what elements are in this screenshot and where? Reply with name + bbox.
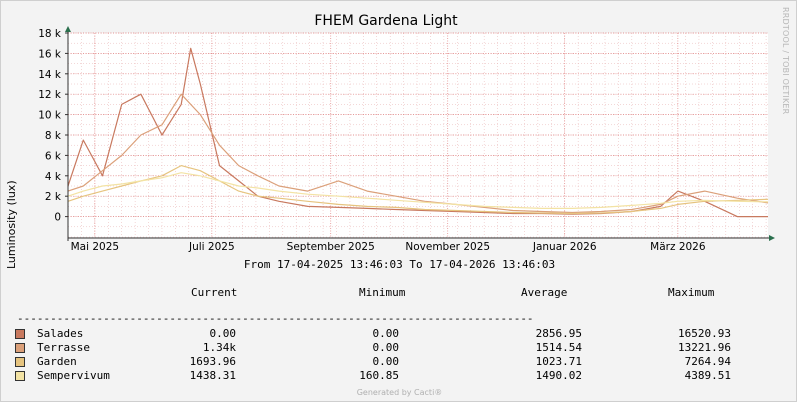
y-tick-label: 8 k [45, 130, 62, 142]
rrdtool-watermark: RRDTOOL / TOBI OETIKER [781, 7, 790, 115]
time-range-text: From 17-04-2025 13:46:03 To 17-04-2026 1… [243, 258, 556, 271]
legend-value-current: 0.00 [209, 327, 237, 340]
legend-value-average: 1514.54 [535, 341, 582, 354]
legend-row-sempervivum: Sempervivum 1438.31 160.85 1490.02 4389.51 [15, 369, 775, 383]
y-tick-label: 18 k [38, 28, 62, 40]
y-tick-label: 4 k [45, 171, 62, 183]
series-line-garden [67, 165, 769, 215]
legend-value-maximum: 16520.93 [678, 327, 731, 340]
legend-swatch [15, 357, 25, 367]
legend-value-average: 1490.02 [535, 369, 582, 382]
legend-separator: ----------------------------------------… [17, 312, 534, 325]
x-tick-label: September 2025 [287, 241, 375, 253]
legend-value-current: 1.34k [202, 341, 236, 354]
chart-plot: Mai 2025 Juli 2025 September 2025 November … [38, 26, 775, 253]
legend-series-name: Garden [37, 355, 77, 368]
legend-series-name: Terrasse [37, 341, 90, 354]
legend-value-minimum: 0.00 [372, 355, 400, 368]
legend-header-average: Average [521, 286, 568, 299]
legend-header-maximum: Maximum [668, 286, 715, 299]
series-line-terrasse [67, 93, 769, 214]
legend-value-maximum: 4389.51 [684, 369, 731, 382]
legend-row-garden: Garden 1693.96 0.00 1023.71 7264.94 [15, 355, 775, 369]
y-tick-label: 10 k [38, 110, 62, 122]
legend-row-terrasse: Terrasse 1.34k 0.00 1514.54 13221.96 [15, 341, 775, 355]
legend-value-minimum: 0.00 [372, 327, 400, 340]
legend-value-current: 1438.31 [189, 369, 236, 382]
x-tick-label: Januar 2026 [532, 241, 597, 253]
x-tick-label: März 2026 [650, 241, 706, 253]
legend-series-name: Sempervivum [37, 369, 110, 382]
generated-by-footer: Generated by Cacti® [356, 388, 443, 397]
legend-header-minimum: Minimum [359, 286, 406, 299]
legend-value-maximum: 13221.96 [678, 341, 731, 354]
legend-value-average: 2856.95 [535, 327, 582, 340]
legend-series-name: Salades [37, 327, 84, 340]
y-tick-label: 6 k [45, 150, 62, 162]
y-tick-label: 16 k [38, 48, 62, 60]
y-tick-label: 14 k [38, 69, 62, 81]
legend-row-salades: Salades 0.00 0.00 2856.95 16520.93 [15, 327, 775, 341]
chart-title: FHEM Gardena Light [314, 13, 458, 29]
legend-swatch [15, 329, 25, 339]
legend-value-minimum: 160.85 [359, 369, 399, 382]
y-tick-label: 0 [54, 212, 61, 224]
legend-value-maximum: 7264.94 [684, 355, 731, 368]
y-tick-label: 12 k [38, 89, 62, 101]
x-tick-label: Mai 2025 [71, 241, 119, 253]
legend-value-average: 1023.71 [535, 355, 582, 368]
series-line-sempervivum [67, 172, 769, 209]
legend-swatch [15, 371, 25, 381]
legend-value-current: 1693.96 [189, 355, 236, 368]
legend-swatch [15, 343, 25, 353]
x-tick-label: Juli 2025 [188, 241, 235, 253]
x-axis-arrow [769, 235, 775, 241]
y-axis-arrow [65, 26, 71, 32]
legend-value-minimum: 0.00 [372, 341, 400, 354]
x-tick-label: November 2025 [405, 241, 490, 253]
legend-header-current: Current [191, 286, 238, 299]
y-tick-label: 2 k [45, 191, 62, 203]
